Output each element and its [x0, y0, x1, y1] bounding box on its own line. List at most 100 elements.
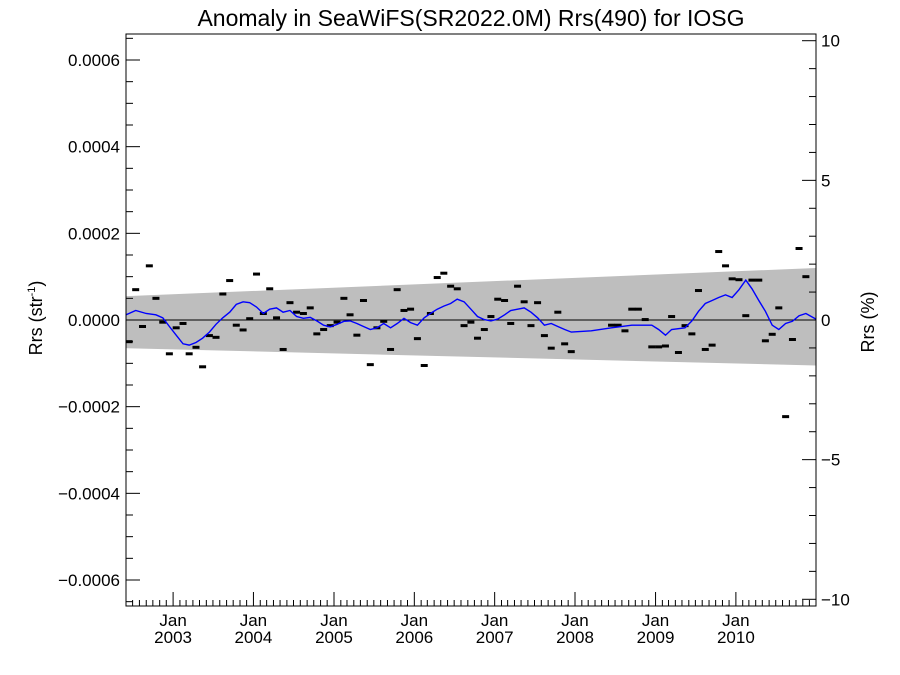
anomaly-marker: [346, 313, 354, 317]
left-y-axis-label-close: ): [26, 281, 46, 287]
anomaly-marker: [768, 332, 776, 336]
left-y-axis-label-text: Rrs (str: [26, 296, 46, 355]
x-tick-year-label: 2005: [315, 628, 353, 647]
anomaly-marker: [748, 278, 756, 282]
right-tick-label: 10: [821, 32, 840, 51]
left-tick-label: −0.0004: [58, 484, 120, 503]
uncertainty-band-area: [126, 268, 816, 366]
anomaly-marker: [199, 365, 207, 369]
anomaly-marker: [226, 279, 234, 283]
x-tick-month-label: Jan: [642, 611, 669, 630]
anomaly-marker: [527, 324, 535, 328]
anomaly-marker: [755, 278, 763, 282]
anomaly-marker: [313, 332, 321, 336]
anomaly-marker: [433, 276, 441, 280]
anomaly-marker: [782, 415, 790, 419]
left-tick-label: 0.0002: [68, 224, 120, 243]
anomaly-marker: [661, 344, 669, 348]
anomaly-marker: [641, 318, 649, 322]
anomaly-marker: [567, 350, 575, 354]
anomaly-marker: [179, 321, 187, 325]
x-tick-year-label: 2009: [637, 628, 675, 647]
anomaly-marker: [447, 284, 455, 288]
anomaly-marker: [628, 307, 636, 311]
anomaly-marker: [353, 333, 361, 337]
right-tick-label: −10: [821, 590, 850, 609]
left-y-axis: −0.0006 −0.0004 −0.0002 0.0000 0.0002 0.0004 0…: [58, 37, 140, 603]
anomaly-marker: [701, 347, 709, 351]
anomaly-marker: [494, 297, 502, 301]
anomaly-marker: [547, 346, 555, 350]
anomaly-marker: [132, 288, 140, 292]
right-tick-label: 0: [821, 311, 830, 330]
left-y-axis-label-superscript: -1: [26, 287, 38, 297]
anomaly-marker: [266, 287, 274, 291]
anomaly-marker: [561, 342, 569, 346]
anomaly-marker: [172, 326, 180, 330]
anomaly-marker: [159, 320, 167, 324]
anomaly-marker: [473, 336, 481, 340]
anomaly-marker: [205, 334, 213, 338]
anomaly-marker: [520, 300, 528, 304]
anomaly-marker: [534, 301, 542, 305]
anomaly-marker: [795, 247, 803, 250]
right-tick-label: 5: [821, 171, 830, 190]
left-tick-label: 0.0004: [68, 138, 120, 157]
x-tick-month-label: Jan: [240, 611, 267, 630]
anomaly-marker: [802, 275, 810, 279]
anomaly-marker: [145, 264, 153, 268]
anomaly-marker: [453, 287, 461, 291]
anomaly-marker: [139, 325, 147, 328]
anomaly-marker: [413, 337, 421, 341]
anomaly-marker: [742, 314, 750, 318]
chart-title: Anomaly in SeaWiFS(SR2022.0M) Rrs(490) f…: [197, 5, 744, 31]
left-tick-label: −0.0006: [58, 571, 120, 590]
anomaly-marker: [273, 316, 281, 320]
anomaly-marker: [480, 328, 488, 332]
anomaly-marker: [333, 320, 341, 324]
anomaly-marker: [326, 324, 334, 328]
anomaly-marker: [540, 334, 548, 338]
anomaly-marker: [514, 284, 522, 288]
anomaly-marker: [246, 317, 254, 321]
anomaly-marker: [728, 277, 736, 281]
anomaly-marker: [340, 296, 348, 300]
anomaly-marker: [219, 292, 227, 296]
anomaly-marker: [387, 347, 395, 351]
x-tick-month-label: Jan: [401, 611, 428, 630]
anomaly-marker: [165, 352, 173, 356]
anomaly-marker: [487, 315, 495, 319]
anomaly-marker: [507, 321, 515, 325]
x-tick-year-label: 2008: [556, 628, 594, 647]
anomaly-marker: [554, 310, 562, 314]
anomaly-marker: [655, 345, 663, 349]
x-tick-month-label: Jan: [481, 611, 508, 630]
anomaly-marker: [501, 299, 509, 302]
running-mean-line: [125, 278, 817, 346]
right-y-axis: −10 −5 0 5 10: [802, 32, 850, 609]
anomaly-marker: [306, 306, 314, 310]
x-tick-month-label: Jan: [159, 611, 186, 630]
anomaly-marker: [279, 347, 287, 351]
anomaly-marker: [239, 328, 247, 332]
x-tick-month-label: Jan: [722, 611, 749, 630]
anomaly-marker: [608, 323, 616, 327]
anomaly-marker: [192, 345, 200, 349]
anomaly-marker: [668, 315, 676, 319]
anomaly-marker: [320, 328, 328, 332]
anomaly-marker: [293, 310, 301, 314]
anomaly-marker: [735, 278, 743, 282]
anomaly-marker: [400, 308, 408, 312]
anomaly-marker: [253, 272, 261, 276]
anomaly-marker: [440, 271, 448, 275]
anomaly-marker: [674, 351, 682, 354]
anomaly-marker: [420, 364, 428, 367]
anomaly-marker: [185, 352, 193, 356]
anomaly-marker: [393, 288, 401, 292]
left-tick-label: −0.0002: [58, 398, 120, 417]
x-axis: Jan2003Jan2004Jan2005Jan2006Jan2007Jan20…: [125, 592, 810, 647]
anomaly-marker: [212, 335, 220, 339]
anomaly-marker: [286, 301, 294, 305]
anomaly-marker: [775, 306, 783, 310]
